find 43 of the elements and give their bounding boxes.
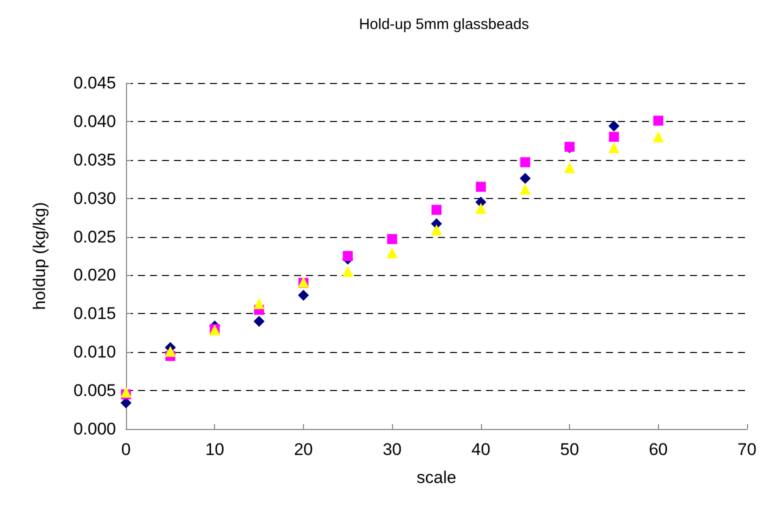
y-axis-title: holdup (kg/kg) — [30, 202, 49, 310]
point — [431, 224, 442, 236]
point — [653, 116, 664, 126]
point — [254, 316, 265, 327]
point — [342, 251, 353, 261]
point — [476, 182, 486, 192]
point — [120, 386, 132, 398]
x-tick-label: 50 — [560, 440, 580, 459]
y-tick-label: 0.015 — [73, 304, 116, 324]
point — [520, 184, 531, 195]
point — [608, 120, 620, 132]
chart-title: Hold-up 5mm glassbeads — [358, 16, 530, 33]
point — [564, 162, 576, 174]
y-tick-label: 0.030 — [73, 188, 116, 208]
y-tick-label: 0.040 — [73, 112, 116, 131]
point — [387, 234, 398, 244]
point — [608, 132, 619, 142]
point — [608, 142, 620, 154]
point — [164, 346, 176, 357]
point — [254, 298, 265, 310]
point — [298, 290, 309, 301]
y-tick-label: 0.025 — [73, 227, 116, 246]
point — [342, 266, 354, 277]
y-tick-label: 0.010 — [73, 342, 116, 362]
y-tick-label: 0.020 — [73, 266, 116, 285]
point — [652, 131, 664, 142]
y-tick-label: 0.045 — [73, 74, 116, 92]
point — [475, 202, 486, 214]
y-tick-label: 0.005 — [73, 381, 116, 400]
y-tick-label: 0.000 — [73, 420, 116, 438]
x-tick-label: 20 — [294, 440, 313, 459]
x-tick-label: 0 — [121, 440, 131, 459]
point — [386, 247, 398, 258]
x-tick-label: 10 — [205, 440, 224, 459]
x-tick-label: 70 — [738, 440, 756, 459]
y-tick-label: 0.035 — [73, 150, 116, 170]
point — [432, 204, 442, 215]
x-axis-title: scale — [416, 468, 456, 487]
point — [520, 157, 530, 168]
x-tick-label: 40 — [471, 440, 490, 459]
x-tick-label: 60 — [648, 440, 668, 459]
x-tick-label: 30 — [382, 440, 402, 459]
point — [520, 172, 531, 184]
